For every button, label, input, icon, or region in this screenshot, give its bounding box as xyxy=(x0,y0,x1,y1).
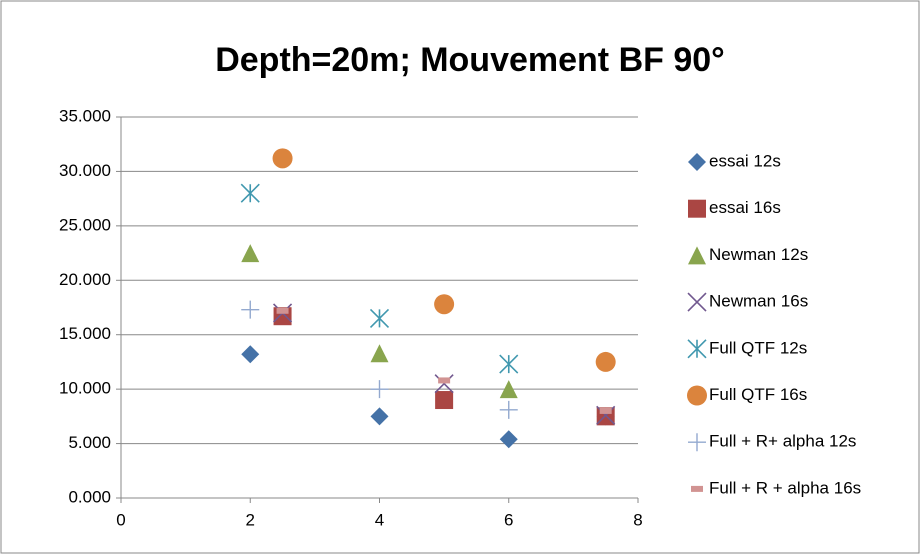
marker xyxy=(369,308,390,328)
marker xyxy=(241,300,260,319)
y-tick-label: 30.000 xyxy=(59,161,111,180)
marker xyxy=(595,351,616,372)
y-tick-label: 25.000 xyxy=(59,215,111,234)
legend-marker xyxy=(688,199,706,218)
marker xyxy=(370,344,389,363)
x-tick-label: 0 xyxy=(116,510,125,529)
y-tick-label: 20.000 xyxy=(59,270,111,289)
marker xyxy=(370,380,389,399)
legend-label: essai 16s xyxy=(709,198,781,217)
legend-marker xyxy=(691,485,703,492)
legend-label: Full QTF 12s xyxy=(709,338,807,357)
marker xyxy=(241,244,260,263)
legend-marker xyxy=(688,153,706,171)
legend-label: Full + R+ alpha 12s xyxy=(709,432,856,451)
legend-marker xyxy=(687,292,707,312)
legend-label: essai 12s xyxy=(709,151,781,170)
y-tick-label: 35.000 xyxy=(59,106,111,125)
y-tick-label: 10.000 xyxy=(59,379,111,398)
legend-label: Full QTF 16s xyxy=(709,385,807,404)
marker xyxy=(240,183,260,203)
x-tick-label: 6 xyxy=(504,510,513,529)
x-tick-label: 4 xyxy=(375,510,384,529)
marker xyxy=(499,380,518,399)
marker xyxy=(499,430,518,449)
marker xyxy=(272,148,293,169)
x-tick-label: 2 xyxy=(246,510,255,529)
legend-label: Newman 16s xyxy=(709,292,808,311)
marker xyxy=(499,354,519,374)
marker xyxy=(370,407,389,426)
legend-label: Newman 12s xyxy=(709,245,808,264)
marker xyxy=(499,400,518,419)
legend-marker xyxy=(687,385,707,406)
y-tick-label: 0.000 xyxy=(68,487,111,506)
legend-marker xyxy=(688,246,706,265)
marker xyxy=(434,294,455,315)
marker xyxy=(241,345,260,364)
marker xyxy=(599,407,612,414)
marker xyxy=(276,307,289,314)
legend-marker xyxy=(688,433,706,452)
y-tick-label: 5.000 xyxy=(68,433,111,452)
marker xyxy=(435,391,454,410)
marker xyxy=(438,377,451,384)
y-tick-label: 15.000 xyxy=(59,324,111,343)
chart-title: Depth=20m; Mouvement BF 90° xyxy=(215,41,725,79)
legend-marker xyxy=(687,339,707,359)
legend-label: Full + R + alpha 16s xyxy=(709,478,861,497)
x-tick-label: 8 xyxy=(633,510,642,529)
